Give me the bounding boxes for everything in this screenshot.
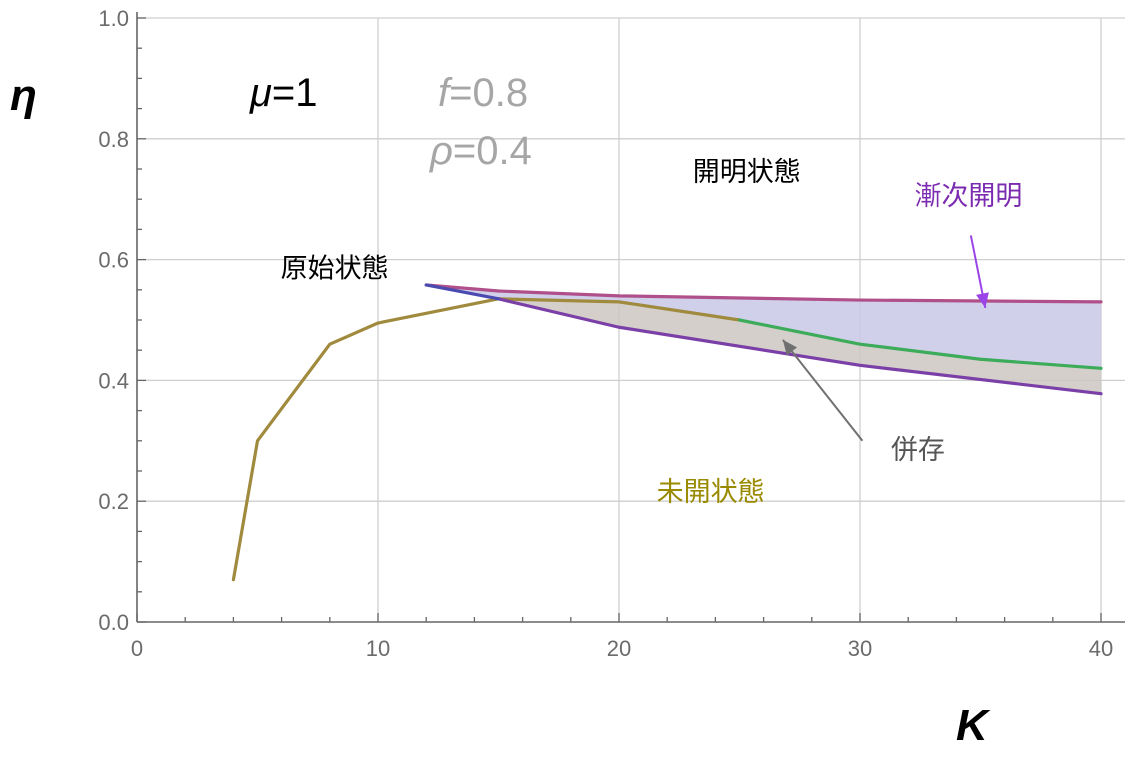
series-lines: [231, 283, 1103, 582]
x-tick-label: 20: [607, 636, 631, 661]
x-tick-label: 30: [848, 636, 872, 661]
tick-marks: [136, 17, 1102, 623]
x-tick-label: 40: [1089, 636, 1113, 661]
region-label: 開明状態: [693, 157, 801, 188]
parameter-symbol: μ: [249, 71, 272, 115]
shaded-region: [498, 298, 1101, 394]
arrow-shaft: [782, 339, 864, 442]
y-tick-label: 0.2: [98, 489, 129, 514]
series-line: [231, 297, 742, 582]
x-tick-label: 0: [131, 636, 143, 661]
arrow-head: [782, 339, 798, 356]
tick-labels: 0 10 20 30 40 0.0 0.2 0.4 0.6 0.8 1.0: [98, 6, 1113, 661]
axes: [136, 12, 1125, 623]
series-line: [424, 283, 501, 301]
shaded-region: [426, 284, 1101, 369]
parameter-value: =0.4: [453, 129, 532, 173]
y-axis-title: η: [10, 71, 37, 120]
y-tick-label: 0.6: [98, 248, 129, 273]
parameter-label: μ=1: [249, 71, 318, 115]
y-tick-label: 0.4: [98, 368, 129, 393]
shaded-regions: [426, 284, 1101, 394]
y-tick-label: 0.0: [98, 610, 129, 635]
series-line: [424, 283, 1103, 304]
y-tick-label: 1.0: [98, 6, 129, 31]
arrow-head: [976, 292, 989, 308]
region-label: 原始状態: [281, 254, 389, 285]
series-line: [737, 318, 1103, 370]
y-tick-label: 0.8: [98, 127, 129, 152]
annotation-arrows: [782, 235, 989, 442]
x-tick-label: 10: [366, 636, 390, 661]
region-label: 未開状態: [657, 477, 765, 508]
x-axis-title: K: [956, 701, 991, 750]
parameter-label: f=0.8: [438, 71, 528, 115]
parameter-label: ρ=0.4: [429, 129, 532, 173]
parameter-symbol: ρ: [429, 129, 453, 173]
parameter-value: =1: [272, 71, 318, 115]
region-label: 併存: [891, 435, 945, 466]
region-label: 漸次開明: [914, 181, 1022, 212]
series-line: [496, 297, 1103, 396]
parameter-labels: μ=1 f=0.8 ρ=0.4: [249, 71, 532, 173]
parameter-value: =0.8: [449, 71, 528, 115]
